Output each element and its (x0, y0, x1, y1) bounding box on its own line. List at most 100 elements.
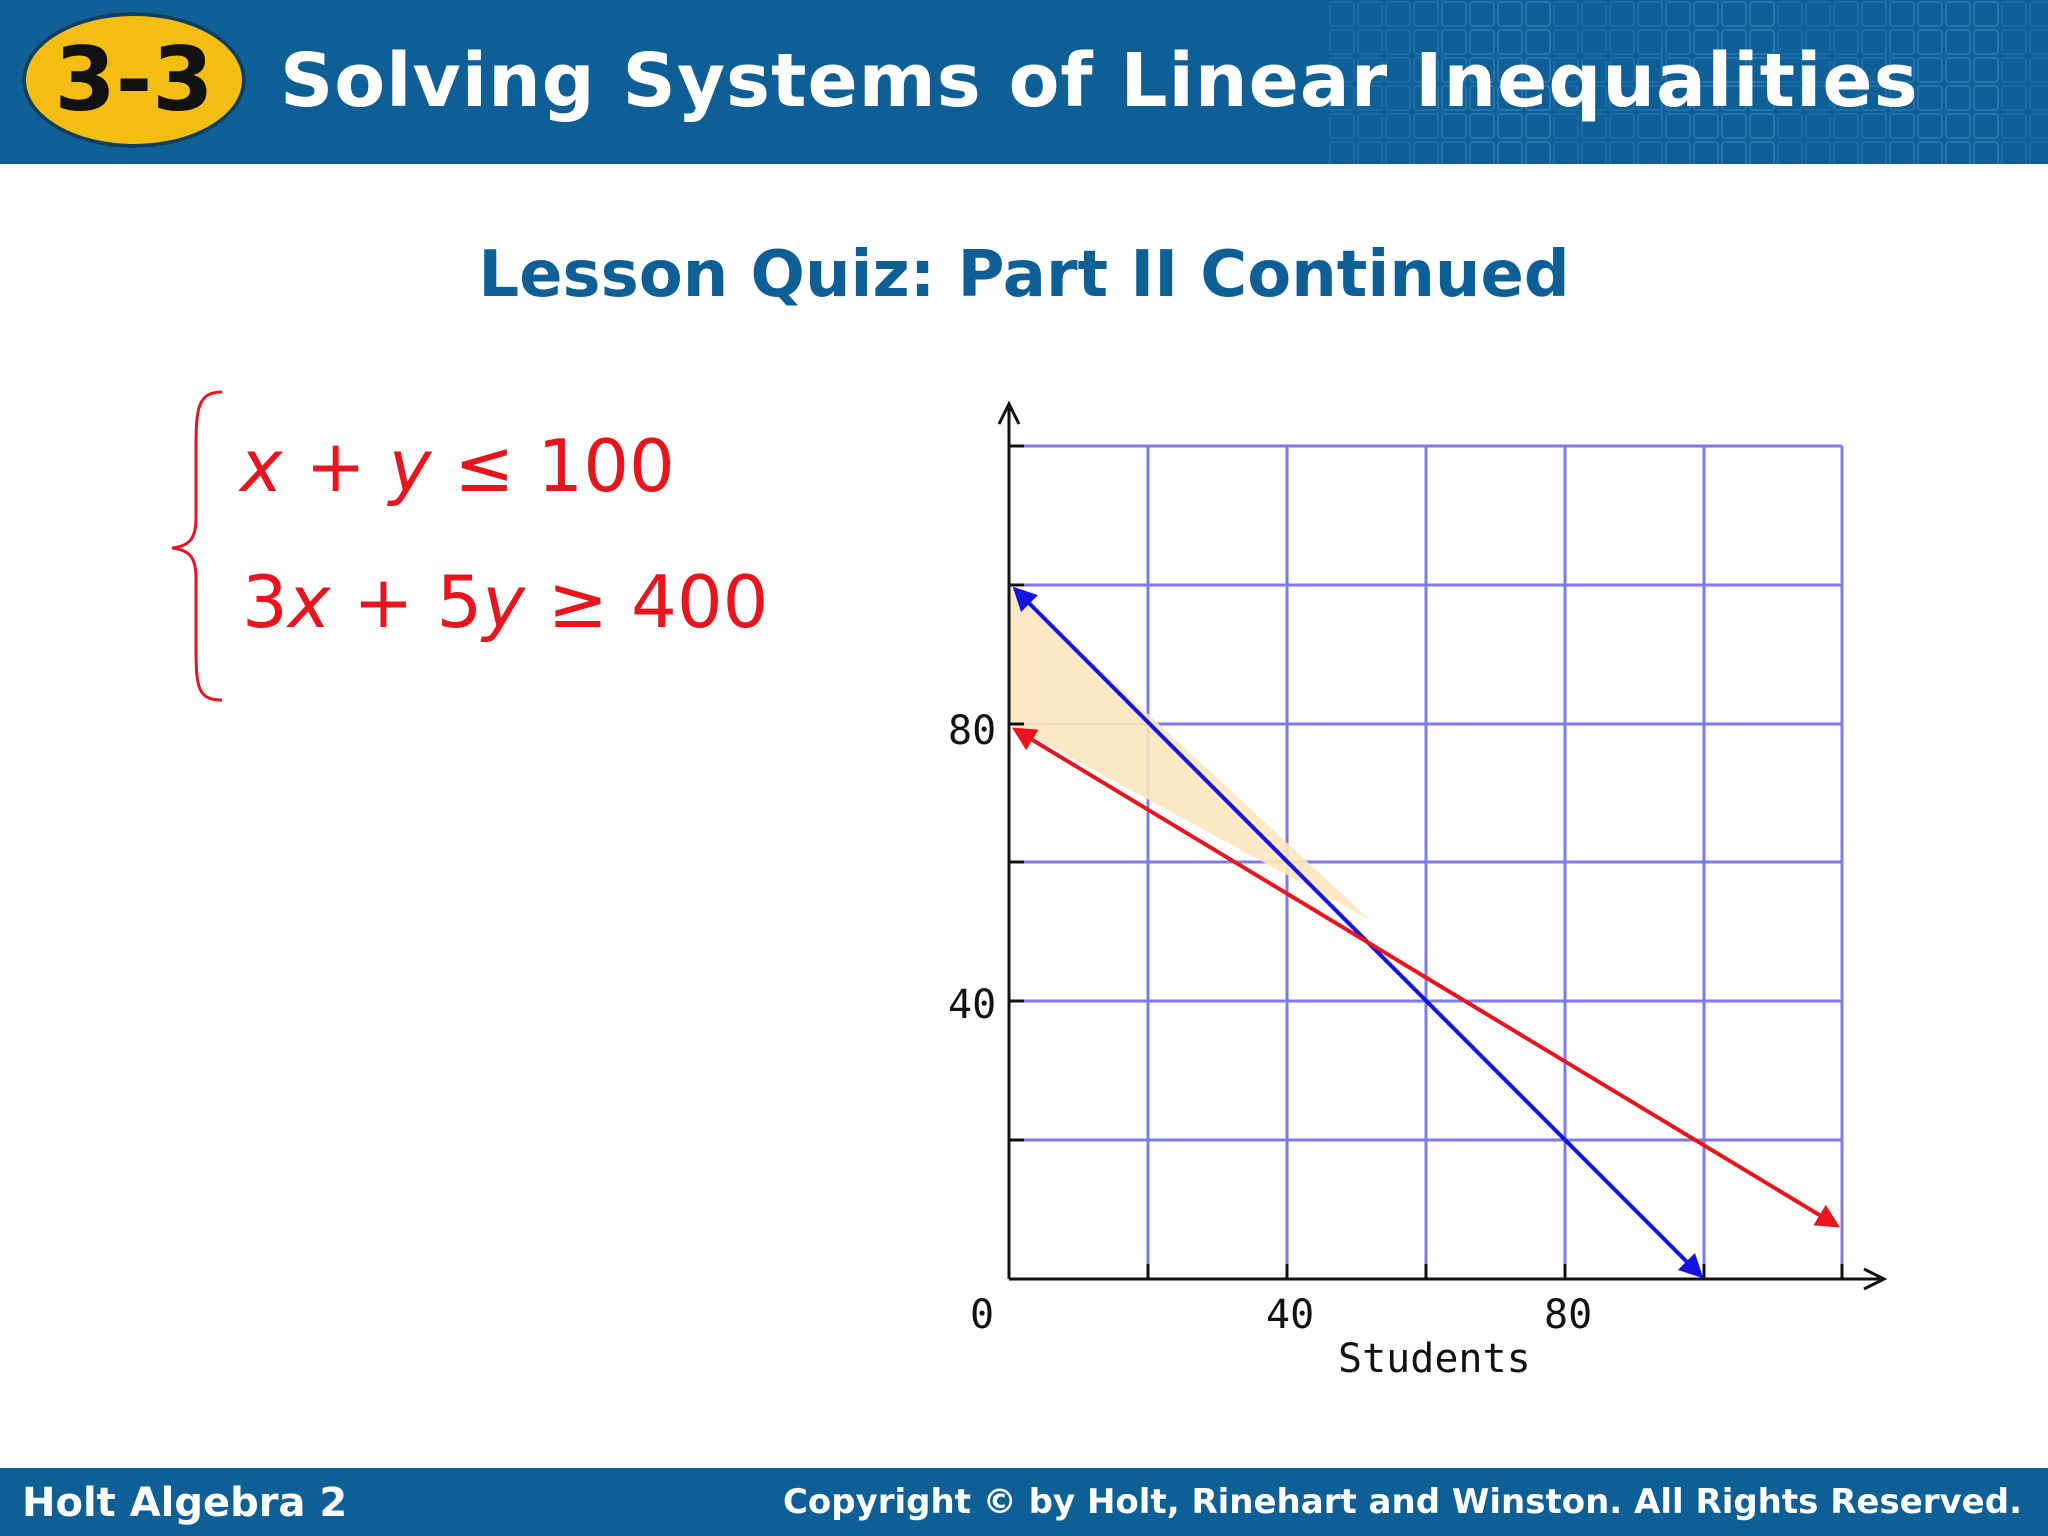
header-pattern-square (1637, 85, 1663, 111)
header-pattern-square (1637, 29, 1663, 55)
header-pattern-square (1693, 113, 1719, 139)
lesson-title: Solving Systems of Linear Inequalities (280, 38, 1919, 124)
header-pattern-square (1889, 85, 1915, 111)
header-pattern-square (1833, 57, 1859, 83)
header-pattern-square (1777, 113, 1803, 139)
header-pattern-square (1917, 57, 1943, 83)
header-pattern-square (1385, 57, 1411, 83)
ineq2-var-x: x (287, 560, 331, 644)
header-pattern-square (2001, 1, 2027, 27)
header-pattern-square (1469, 29, 1495, 55)
header-pattern-square (1665, 85, 1691, 111)
header-pattern-square (1693, 141, 1719, 164)
header-pattern-square (1721, 29, 1747, 55)
y-tick-label-40: 40 (948, 982, 996, 1028)
header-pattern-square (2001, 57, 2027, 83)
lesson-number: 3-3 (54, 28, 214, 131)
header-pattern-square (1721, 141, 1747, 164)
header-pattern-square (1357, 1, 1383, 27)
header-pattern-square (1637, 57, 1663, 83)
header-pattern-square (1609, 1, 1635, 27)
header-pattern-square (1721, 85, 1747, 111)
header-pattern-square (1665, 1, 1691, 27)
header-pattern-square (1469, 1, 1495, 27)
header-pattern-square (1805, 1, 1831, 27)
header-pattern-square (1777, 29, 1803, 55)
header-pattern-square (1581, 141, 1607, 164)
header-pattern-square (1441, 113, 1467, 139)
boundary-line-x-plus-y-100 (1012, 586, 1704, 1279)
inequality-graph: 80 40 0 40 80 Students (948, 400, 1888, 1382)
header-pattern-square (1637, 141, 1663, 164)
header-pattern-square (1861, 1, 1887, 27)
header-pattern-square (1441, 29, 1467, 55)
header-pattern-square (1889, 1, 1915, 27)
header-pattern-square (1889, 141, 1915, 164)
header-pattern-square (1777, 141, 1803, 164)
y-axis-arrow (997, 400, 1021, 425)
header-pattern-square (1469, 141, 1495, 164)
header-pattern-square (1525, 141, 1551, 164)
header-pattern-square (1609, 29, 1635, 55)
header-pattern-square (1665, 113, 1691, 139)
header-pattern-square (1721, 57, 1747, 83)
ineq2-plus: + 5 (330, 560, 483, 644)
header-pattern-square (2029, 1, 2048, 27)
header-pattern-square (1889, 29, 1915, 55)
header-pattern-square (1329, 57, 1355, 83)
header-pattern-square (1861, 29, 1887, 55)
footer-bar: Holt Algebra 2 Copyright © by Holt, Rine… (0, 1468, 2048, 1536)
header-pattern-square (1693, 57, 1719, 83)
header-pattern-square (1441, 1, 1467, 27)
x-tick-label-80: 80 (1544, 1292, 1592, 1338)
header-pattern-square (2001, 29, 2027, 55)
header-pattern-square (1357, 113, 1383, 139)
header-pattern-square (1469, 113, 1495, 139)
header-pattern-square (1945, 113, 1971, 139)
header-pattern-square (1413, 57, 1439, 83)
x-axis-label: Students (1338, 1336, 1531, 1382)
header-pattern-square (1693, 85, 1719, 111)
header-pattern-square (1413, 29, 1439, 55)
header-pattern-square (1973, 29, 1999, 55)
header-pattern-square (1497, 113, 1523, 139)
header-pattern-square (1329, 113, 1355, 139)
header-pattern-square (1525, 57, 1551, 83)
header-pattern-square (1357, 141, 1383, 164)
header-pattern-square (2001, 85, 2027, 111)
header-pattern-square (1441, 141, 1467, 164)
lesson-badge (22, 12, 246, 148)
header-pattern-square (1973, 85, 1999, 111)
header-pattern-square (1525, 85, 1551, 111)
x-tick-label-40: 40 (1266, 1292, 1314, 1338)
header-pattern-square (1861, 57, 1887, 83)
page-title: Lesson Quiz: Part II Continued (478, 238, 1570, 312)
header-pattern-square (1693, 1, 1719, 27)
header-pattern-square (1665, 141, 1691, 164)
header-pattern-square (1469, 57, 1495, 83)
header-pattern-square (1945, 141, 1971, 164)
header-pattern-square (1973, 141, 1999, 164)
header-pattern-square (1329, 85, 1355, 111)
header-pattern-square (1805, 85, 1831, 111)
header-pattern-square (1721, 1, 1747, 27)
x-tick-label-0: 0 (970, 1292, 994, 1338)
footer-copyright: Copyright © by Holt, Rinehart and Winsto… (782, 1482, 2022, 1522)
header-pattern-square (1553, 85, 1579, 111)
header-pattern-square (1357, 57, 1383, 83)
header-banner: 3-3 Solving Systems of Linear Inequaliti… (0, 0, 2048, 164)
header-grid-pattern (1329, 1, 2048, 164)
header-pattern-square (1441, 85, 1467, 111)
header-pattern-square (1553, 1, 1579, 27)
header-pattern-square (1413, 113, 1439, 139)
header-pattern-square (1973, 113, 1999, 139)
header-pattern-square (1385, 1, 1411, 27)
header-pattern-square (1805, 141, 1831, 164)
header-pattern-square (1889, 57, 1915, 83)
header-pattern-square (1945, 29, 1971, 55)
header-pattern-square (1833, 1, 1859, 27)
ineq1-var-x: x (240, 424, 283, 508)
ineq2-var-y: y (482, 560, 525, 644)
header-pattern-square (1861, 141, 1887, 164)
header-pattern-square (2029, 29, 2048, 55)
